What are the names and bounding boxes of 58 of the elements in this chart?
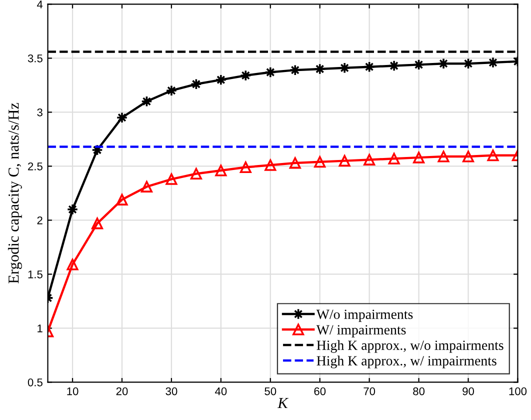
point (91, 144, 104, 156)
y-tick-label: 1 (38, 324, 42, 332)
point (462, 150, 474, 162)
y-axis-title: Ergodic capacity C, nats/s/Hz (8, 102, 22, 284)
point (289, 64, 301, 76)
y-tick-label: 3.5 (28, 54, 42, 62)
legend-label: W/ impairments (316, 325, 406, 338)
point (413, 58, 425, 70)
point (140, 96, 152, 108)
x-tick-label: 90 (462, 387, 474, 396)
x-tick-label: 50 (264, 387, 276, 396)
x-tick-label: 40 (215, 387, 227, 396)
point (240, 70, 252, 82)
y-tick-label: 2 (37, 216, 42, 224)
x-tick-label: 60 (314, 387, 326, 396)
y-tick-label: 3 (37, 108, 42, 116)
point (487, 56, 499, 68)
x-tick-label: 10 (67, 387, 78, 396)
point (190, 168, 202, 180)
point (487, 150, 499, 162)
point (91, 218, 104, 230)
point (264, 159, 276, 171)
y-tick-label: 0.5 (28, 378, 42, 386)
point (66, 204, 78, 216)
y-tick-label: 4 (37, 0, 43, 8)
point (190, 78, 202, 90)
point (215, 164, 227, 176)
point (264, 66, 276, 78)
point (140, 180, 152, 192)
point (438, 58, 450, 70)
point (364, 154, 376, 166)
x-tick-label: 80 (413, 387, 425, 396)
legend-label: High K approx., w/o impairments (316, 340, 504, 353)
point (289, 157, 301, 169)
x-tick-label: 30 (166, 387, 178, 396)
x-axis-title: K (277, 398, 289, 408)
point (314, 156, 326, 168)
point (166, 173, 178, 185)
point (388, 152, 400, 164)
point (364, 61, 376, 73)
point (314, 63, 326, 75)
point (66, 258, 78, 270)
x-tick-label: 100 (509, 387, 527, 396)
point (116, 112, 128, 124)
y-tick-label: 2.5 (28, 162, 42, 170)
point (338, 155, 350, 167)
point (240, 162, 252, 174)
point (413, 152, 425, 164)
x-tick-label: 20 (116, 387, 128, 396)
legend-label: W/o impairments (316, 310, 413, 322)
point (438, 150, 450, 162)
y-tick-label: 1.5 (28, 270, 42, 278)
point (215, 74, 227, 86)
point (388, 60, 400, 72)
x-tick-label: 70 (364, 387, 376, 396)
point (166, 84, 178, 96)
legend-label: High K approx., w/ impairments (316, 356, 496, 368)
point (116, 194, 128, 206)
